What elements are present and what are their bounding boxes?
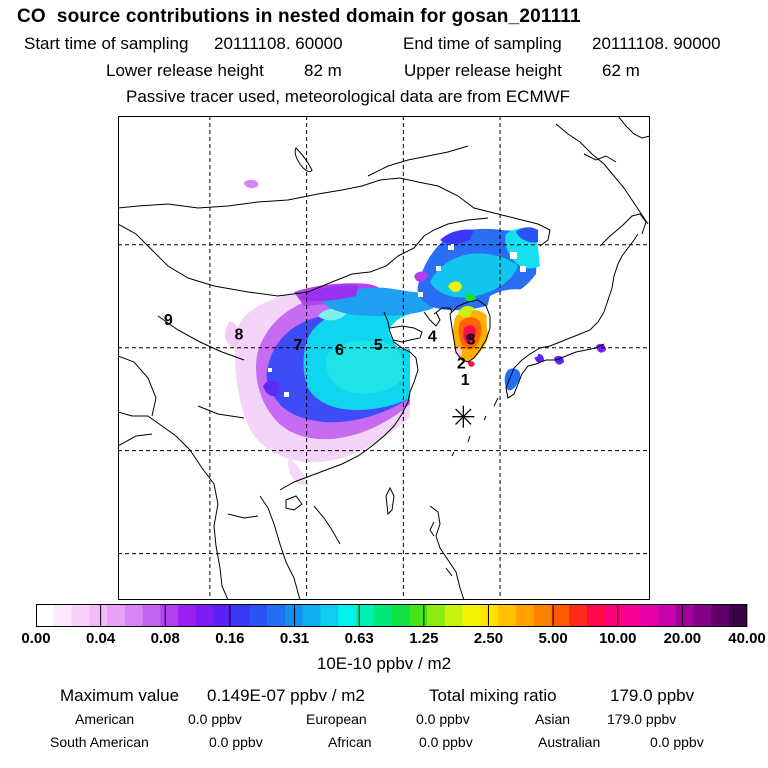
colorbar-cell: [533, 604, 552, 627]
asterisk-icon: [452, 405, 475, 428]
colorbar-cell: [462, 604, 481, 627]
colorbar-tick-label: 20.00: [663, 630, 702, 647]
page-title: CO source contributions in nested domain…: [17, 6, 581, 27]
receptor-stroke: [455, 408, 472, 425]
day-marker: 5: [374, 337, 383, 354]
lower-height-value: 82 m: [304, 61, 342, 80]
region-name: European: [306, 711, 367, 727]
sea-of-japan: [486, 289, 538, 360]
colorbar-cell: [658, 604, 677, 627]
region-value: 0.0 ppbv: [419, 734, 473, 750]
max-value-label: Maximum value: [60, 686, 180, 705]
colorbar-cell: [36, 604, 55, 627]
day-marker: 2: [457, 355, 466, 372]
region-value: 0.0 ppbv: [188, 711, 242, 727]
region-name: African: [328, 734, 372, 750]
source-map: 123 4 5 6 7 8 9: [118, 116, 650, 600]
coastlines: [118, 116, 650, 600]
colorbar-cell: [284, 604, 304, 627]
bohai-sea: [389, 313, 437, 350]
colorbar-cell: [355, 604, 375, 627]
day-marker: 4: [428, 329, 437, 346]
colorbar-cell: [195, 604, 215, 627]
colorbar-cell: [551, 604, 570, 627]
upper-height-label: Upper release height: [404, 61, 562, 80]
colorbar-cell: [320, 604, 339, 627]
colorbar-cell: [498, 604, 517, 627]
day-marker: 9: [164, 312, 173, 329]
day-marker: 8: [234, 326, 243, 343]
yellow-sea: [410, 343, 456, 412]
max-value: 0.149E-07 ppbv / m2: [207, 686, 365, 705]
colorbar-cell: [604, 604, 623, 627]
colorbar-cell: [675, 604, 695, 627]
colorbar-cell: [107, 604, 126, 627]
colorbar-cell: [142, 604, 161, 627]
colorbar-cell: [373, 604, 392, 627]
colorbar-cell: [444, 604, 463, 627]
end-time-value: 20111108. 90000: [592, 34, 721, 53]
region-name: Australian: [538, 734, 601, 750]
colorbar-cell: [53, 604, 72, 627]
colorbar-tick-label: 5.00: [538, 630, 568, 647]
colorbar-tick-label: 0.16: [215, 630, 245, 647]
colorbar-tick-label: 0.31: [279, 630, 310, 647]
start-time-label: Start time of sampling: [24, 34, 189, 53]
colorbar-cell: [71, 604, 90, 627]
colorbar-cell: [89, 604, 108, 627]
colorbar-tick-label: 1.25: [409, 630, 439, 647]
region-name: Asian: [535, 711, 571, 727]
colorbar-cell: [213, 604, 232, 627]
concentration-field: [225, 179, 606, 485]
region-value: 0.0 ppbv: [416, 711, 470, 727]
colorbar-cell: [391, 604, 410, 627]
colorbar-cell: [409, 604, 428, 627]
day-markers: 123 4 5 6 7 8 9: [164, 312, 476, 389]
colorbar-cell: [249, 604, 268, 627]
colorbar: [36, 604, 748, 627]
colorbar-tick-label: 10.00: [598, 630, 637, 647]
end-time-label: End time of sampling: [403, 34, 562, 53]
lower-height-label: Lower release height: [106, 61, 264, 80]
colorbar-cell: [231, 604, 250, 627]
tracer-note: Passive tracer used, meteorological data…: [126, 87, 571, 106]
colorbar-tick-label: 40.00: [728, 630, 766, 647]
total-mixing-value: 179.0 ppbv: [610, 686, 695, 705]
colorbar-cell: [124, 604, 144, 627]
colorbar-cell: [160, 604, 179, 627]
colorbar-cell: [729, 604, 748, 627]
day-marker: 6: [335, 342, 344, 359]
colorbar-unit: 10E-10 ppbv / m2: [316, 654, 452, 673]
total-mixing-label: Total mixing ratio: [429, 686, 557, 705]
day-marker: 3: [467, 332, 476, 349]
colorbar-cell: [569, 604, 588, 627]
colorbar-cell: [587, 604, 606, 627]
day-marker: 7: [293, 337, 302, 354]
colorbar-cell: [267, 604, 286, 627]
colorbar-cell: [711, 604, 730, 627]
colorbar-tick-label: 0.00: [21, 630, 51, 647]
colorbar-tick-label: 0.04: [86, 630, 116, 647]
colorbar-cell: [302, 604, 321, 627]
upper-height-value: 62 m: [602, 61, 640, 80]
start-time-value: 20111108. 60000: [214, 34, 343, 53]
colorbar-cell: [640, 604, 659, 627]
colorbar-tick-label: 2.50: [473, 630, 504, 647]
colorbar-tick-label: 0.63: [344, 630, 374, 647]
colorbar-cell: [622, 604, 641, 627]
lat-lon-grid: [118, 116, 650, 600]
region-value: 0.0 ppbv: [650, 734, 704, 750]
colorbar-tick-label: 0.08: [150, 630, 180, 647]
colorbar-cell: [515, 604, 535, 627]
colorbar-cell: [338, 604, 357, 627]
region-name: American: [75, 711, 135, 727]
day-marker: 1: [461, 372, 470, 389]
colorbar-cell: [693, 604, 712, 627]
region-name: South American: [50, 734, 149, 750]
region-value: 0.0 ppbv: [209, 734, 263, 750]
colorbar-cell: [480, 604, 499, 627]
colorbar-cell: [427, 604, 446, 627]
region-value: 179.0 ppbv: [607, 711, 677, 727]
colorbar-cell: [178, 604, 197, 627]
